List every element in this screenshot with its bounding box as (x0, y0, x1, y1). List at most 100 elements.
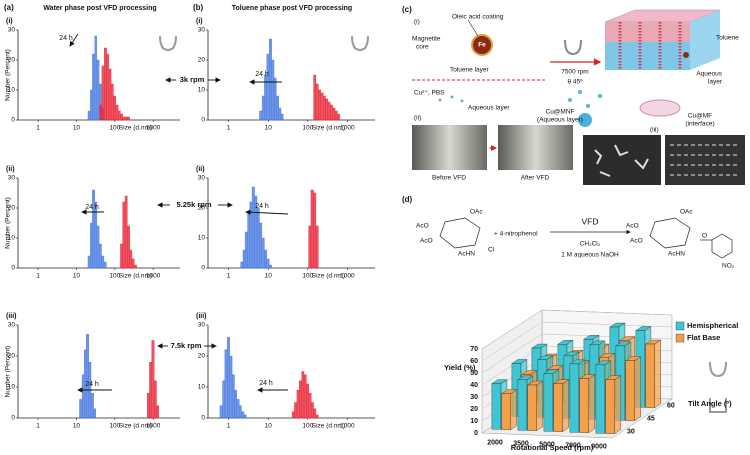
histogram-bar (117, 110, 121, 121)
histogram-bar (122, 201, 126, 269)
histogram-bar (259, 222, 263, 269)
histogram-bar (308, 393, 312, 419)
y-tick-label: 0 (11, 117, 15, 124)
arrow (69, 33, 79, 47)
y-tick-label: 20 (198, 57, 206, 64)
y-tick-label: 60 (470, 358, 478, 365)
bar (625, 360, 635, 421)
histogram-bar (310, 189, 314, 269)
histogram-bar (151, 340, 155, 419)
bar-side (634, 356, 641, 422)
x-tick-label: 10 (73, 125, 81, 132)
chemistry-label: Cl (488, 247, 495, 254)
x-axis-label: Size (d.nm) (119, 423, 152, 430)
bar-side (614, 375, 621, 435)
y-tick-label: 70 (470, 346, 478, 353)
histogram-bar (90, 89, 93, 121)
y-tick-label: 10 (198, 235, 206, 242)
bar (645, 343, 655, 408)
chemistry-label: AcO (420, 238, 433, 245)
diagram-label: Toluene layer (450, 67, 489, 74)
diagram-label: 7500 rpm (561, 69, 588, 76)
chemistry-label: NO₂ (722, 263, 735, 270)
diagram-label: θ 45º (567, 79, 583, 86)
y-tick-label: 10 (198, 384, 206, 391)
diagram-label: (i) (414, 19, 420, 26)
y-tick-label: 20 (8, 205, 16, 212)
histogram-bar (129, 249, 133, 269)
axis (207, 30, 375, 121)
x-tick-label: 1 (227, 273, 231, 280)
diagram-label: (iii) (650, 127, 659, 134)
bar (527, 384, 537, 431)
histogram-bar (269, 38, 272, 121)
histogram-bar (224, 349, 228, 419)
y-tick-label: 10 (470, 418, 478, 425)
histogram-bar (278, 107, 282, 121)
y-tick-label: 0 (11, 265, 15, 272)
histogram-bar (330, 104, 333, 121)
row-label: (i) (196, 18, 203, 25)
grid-line (541, 321, 673, 328)
annotation: 5.25k rpm (176, 200, 211, 209)
diagram-label: (Aqueous layer) (537, 117, 583, 124)
x-tick-label: 10 (265, 273, 273, 280)
x-tick-label: 1 (36, 273, 40, 280)
histogram-bar (261, 237, 265, 269)
histogram-bar (222, 380, 226, 419)
x-tick-label: 1000 (146, 273, 161, 280)
diagram-label: core (416, 44, 429, 51)
histogram-bar (266, 258, 270, 269)
grid-line (481, 309, 543, 350)
y-tick-label: 30 (198, 322, 206, 329)
bar (579, 378, 589, 433)
histogram-bar (124, 195, 128, 269)
z-tick-label: 60 (667, 402, 675, 409)
histogram-bar (94, 35, 98, 121)
y-tick-label: 10 (198, 87, 206, 94)
histogram-bar (234, 389, 237, 419)
y-axis-label: Number (Percent) (5, 49, 12, 101)
diagram-label: Aqueous (696, 71, 722, 78)
y-axis-label: Number (Percent) (5, 346, 12, 398)
histogram-bar (313, 408, 317, 419)
x-axis-label: Size (d.nm) (312, 273, 345, 280)
histogram-bar (219, 405, 223, 419)
grid-line (481, 333, 543, 374)
histogram-bar (296, 389, 300, 419)
x-tick-label: 5000 (539, 441, 555, 448)
histogram-bar (120, 243, 123, 269)
diagram-label: Magnetite (412, 36, 441, 43)
y-axis-label: Yield (%) (444, 363, 476, 372)
histogram-bar (261, 95, 265, 121)
histogram-bar (231, 374, 235, 419)
histogram-bar (87, 255, 91, 269)
histogram-bar (308, 225, 312, 269)
x-tick-label: 7000 (565, 442, 581, 449)
chemistry-label: CH₂Cl₂ (580, 241, 601, 248)
histogram-bar (334, 110, 338, 121)
histogram-bar (251, 186, 255, 269)
chemistry-label: AcO (630, 238, 643, 245)
histogram-bar (318, 89, 321, 121)
histogram-bar (259, 110, 263, 121)
histogram-bar (294, 402, 298, 419)
x-tick-label: 1 (36, 125, 40, 132)
x-tick-label: 100 (302, 125, 313, 132)
x-tick-label: 2000 (487, 439, 503, 446)
histogram-bar (313, 192, 317, 269)
histogram-bar (127, 225, 130, 269)
y-tick-label: 20 (198, 353, 206, 360)
histogram-bar (127, 116, 130, 121)
row-label: (ii) (196, 166, 205, 173)
chemistry-label: OAc (470, 209, 483, 216)
annotation: 24 h (85, 381, 99, 388)
y-tick-label: 40 (470, 382, 478, 389)
histogram-bar (311, 402, 314, 419)
panel-c-art (412, 9, 745, 185)
histogram-bar (124, 116, 128, 121)
x-tick-label: 9000 (591, 443, 607, 450)
histogram-bar (101, 65, 105, 121)
diagram-label: Fe (478, 42, 486, 49)
chemistry-label: AcHN (458, 251, 475, 258)
